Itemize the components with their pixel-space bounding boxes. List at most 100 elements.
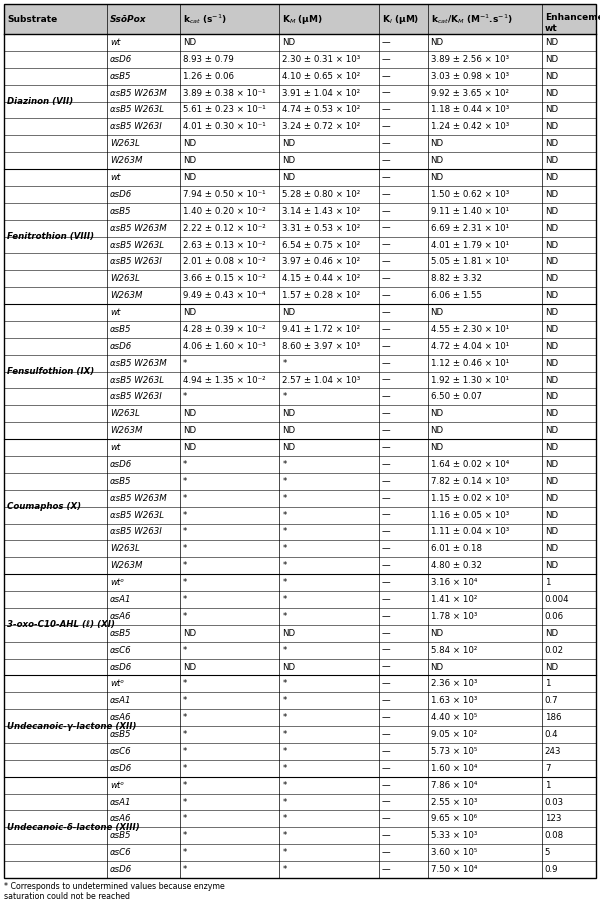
Text: *: * (283, 832, 287, 840)
Text: 0.06: 0.06 (545, 612, 564, 621)
Text: —: — (382, 426, 390, 435)
Text: —: — (382, 173, 390, 182)
Text: 3.66 ± 0.15 × 10⁻²: 3.66 ± 0.15 × 10⁻² (183, 275, 266, 284)
Text: αsB5: αsB5 (110, 72, 131, 81)
Text: —: — (382, 207, 390, 216)
Text: αsB5 W263M: αsB5 W263M (110, 494, 167, 503)
Text: αsC6: αsC6 (110, 747, 132, 756)
Text: 0.9: 0.9 (545, 865, 559, 874)
Text: —: — (382, 629, 390, 638)
Text: Undecanoic-δ-lactone (XIII): Undecanoic-δ-lactone (XIII) (7, 823, 140, 832)
Text: W263M: W263M (110, 561, 143, 570)
Text: 4.55 ± 2.30 × 10¹: 4.55 ± 2.30 × 10¹ (431, 325, 509, 334)
Text: ND: ND (431, 38, 444, 47)
Text: —: — (382, 814, 390, 824)
Text: 1.64 ± 0.02 × 10⁴: 1.64 ± 0.02 × 10⁴ (431, 460, 509, 469)
Text: —: — (382, 730, 390, 739)
Text: 4.72 ± 4.04 × 10¹: 4.72 ± 4.04 × 10¹ (431, 342, 509, 351)
Text: *: * (183, 494, 187, 503)
Text: 3.16 × 10⁴: 3.16 × 10⁴ (431, 578, 477, 587)
Text: *: * (183, 764, 187, 773)
Text: ND: ND (431, 662, 444, 671)
Text: wt: wt (545, 24, 557, 34)
Text: αsA1: αsA1 (110, 595, 131, 604)
Text: 3.14 ± 1.43 × 10²: 3.14 ± 1.43 × 10² (283, 207, 361, 216)
Text: 2.57 ± 1.04 × 10³: 2.57 ± 1.04 × 10³ (283, 376, 361, 384)
Text: αsB5 W263M: αsB5 W263M (110, 89, 167, 98)
Text: 9.92 ± 3.65 × 10²: 9.92 ± 3.65 × 10² (431, 89, 509, 98)
Text: wtᵒ: wtᵒ (110, 781, 124, 790)
Text: ND: ND (183, 308, 196, 317)
Text: —: — (382, 848, 390, 857)
Text: 1: 1 (545, 781, 550, 790)
Text: wtᵒ: wtᵒ (110, 578, 124, 587)
Text: 4.01 ± 1.79 × 10¹: 4.01 ± 1.79 × 10¹ (431, 240, 509, 249)
Text: 5.28 ± 0.80 × 10²: 5.28 ± 0.80 × 10² (283, 190, 361, 198)
Text: *: * (283, 747, 287, 756)
Text: *: * (183, 696, 187, 705)
Text: —: — (382, 443, 390, 452)
Text: *: * (283, 527, 287, 536)
Text: *: * (183, 460, 187, 469)
Text: 7.94 ± 0.50 × 10⁻¹: 7.94 ± 0.50 × 10⁻¹ (183, 190, 266, 198)
Text: —: — (382, 257, 390, 266)
Text: 4.10 ± 0.65 × 10²: 4.10 ± 0.65 × 10² (283, 72, 361, 81)
Text: αsC6: αsC6 (110, 848, 132, 857)
Text: 4.15 ± 0.44 × 10²: 4.15 ± 0.44 × 10² (283, 275, 361, 284)
Text: ND: ND (545, 257, 558, 266)
Text: K$_M$ (μM): K$_M$ (μM) (283, 13, 323, 25)
Text: Enhancement/: Enhancement/ (545, 13, 600, 22)
Text: ND: ND (283, 426, 296, 435)
Text: ND: ND (283, 173, 296, 182)
Text: * Corresponds to undetermined values because enzyme
saturation could not be reac: * Corresponds to undetermined values bec… (4, 882, 225, 901)
Text: *: * (183, 680, 187, 689)
Text: 0.03: 0.03 (545, 797, 564, 806)
Text: —: — (382, 460, 390, 469)
Text: ND: ND (431, 140, 444, 149)
Text: *: * (183, 814, 187, 824)
Text: 2.63 ± 0.13 × 10⁻²: 2.63 ± 0.13 × 10⁻² (183, 240, 266, 249)
Text: 1.12 ± 0.46 × 10¹: 1.12 ± 0.46 × 10¹ (431, 359, 509, 368)
Text: *: * (283, 595, 287, 604)
Text: —: — (382, 578, 390, 587)
Text: wt: wt (110, 173, 121, 182)
Text: —: — (382, 55, 390, 63)
Text: —: — (382, 797, 390, 806)
Text: —: — (382, 140, 390, 149)
Text: αsB5 W263I: αsB5 W263I (110, 392, 162, 401)
Text: —: — (382, 713, 390, 722)
Text: —: — (382, 410, 390, 419)
Text: ND: ND (545, 342, 558, 351)
Text: 6.50 ± 0.07: 6.50 ± 0.07 (431, 392, 482, 401)
Text: 9.49 ± 0.43 × 10⁻⁴: 9.49 ± 0.43 × 10⁻⁴ (183, 291, 266, 300)
Text: K$_I$ (μM): K$_I$ (μM) (382, 13, 419, 25)
Text: —: — (382, 764, 390, 773)
Text: αsD6: αsD6 (110, 342, 133, 351)
Text: ND: ND (545, 275, 558, 284)
Text: *: * (283, 612, 287, 621)
Text: ND: ND (545, 527, 558, 536)
Text: *: * (183, 865, 187, 874)
Text: αsB5: αsB5 (110, 477, 131, 486)
Bar (4, 4, 596, 34)
Text: 7.86 × 10⁴: 7.86 × 10⁴ (431, 781, 477, 790)
Text: αsD6: αsD6 (110, 764, 133, 773)
Text: 5.73 × 10⁵: 5.73 × 10⁵ (431, 747, 477, 756)
Text: 5: 5 (545, 848, 550, 857)
Text: W263L: W263L (110, 275, 140, 284)
Text: ND: ND (283, 38, 296, 47)
Text: *: * (283, 359, 287, 368)
Text: αsA1: αsA1 (110, 797, 131, 806)
Text: *: * (283, 696, 287, 705)
Text: wt: wt (110, 443, 121, 452)
Text: *: * (183, 511, 187, 519)
Text: ND: ND (183, 426, 196, 435)
Text: ND: ND (545, 173, 558, 182)
Text: —: — (382, 359, 390, 368)
Text: 1.57 ± 0.28 × 10²: 1.57 ± 0.28 × 10² (283, 291, 361, 300)
Text: 0.08: 0.08 (545, 832, 564, 840)
Text: —: — (382, 747, 390, 756)
Text: *: * (283, 865, 287, 874)
Text: W263L: W263L (110, 545, 140, 554)
Text: —: — (382, 342, 390, 351)
